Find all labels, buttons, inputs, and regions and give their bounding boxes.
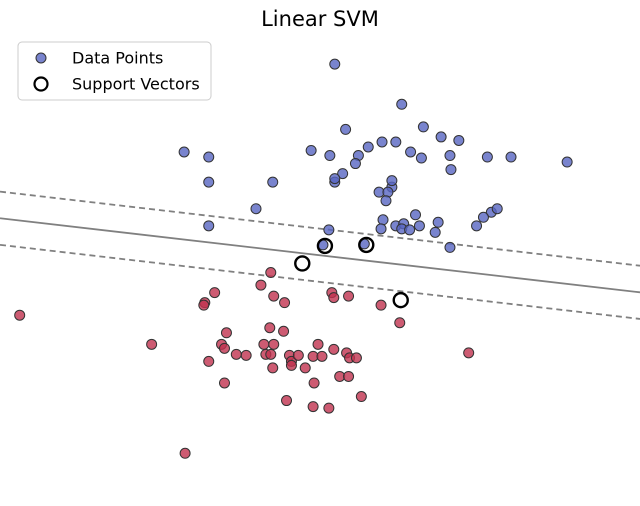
chart-title: Linear SVM: [261, 7, 379, 31]
decision-boundary-line: [0, 217, 640, 294]
point-class-a: [390, 136, 402, 148]
point-class-a: [340, 123, 352, 135]
point-class-b: [255, 279, 267, 291]
point-class-b: [279, 297, 291, 309]
point-class-b: [328, 343, 340, 355]
point-class-a: [178, 146, 190, 158]
point-class-a: [404, 224, 416, 236]
point-class-a: [386, 175, 398, 187]
point-class-a: [417, 121, 429, 133]
point-class-b: [281, 395, 293, 407]
point-class-b: [203, 355, 215, 367]
support-vector-ring: [316, 237, 334, 255]
point-class-b: [375, 299, 387, 311]
point-class-b: [14, 309, 26, 321]
support-vector-ring: [294, 255, 311, 272]
point-class-a: [376, 136, 388, 148]
point-class-b: [394, 317, 406, 329]
point-class-b: [220, 327, 232, 339]
point-class-b: [316, 350, 328, 362]
point-class-a: [505, 151, 517, 163]
point-class-a: [444, 241, 456, 253]
support-vector-ring: [358, 236, 375, 254]
point-class-b: [268, 290, 280, 302]
point-class-a: [362, 141, 374, 153]
point-class-a: [329, 58, 341, 70]
point-class-b: [258, 338, 270, 350]
point-class-b: [299, 362, 311, 374]
point-class-b: [307, 401, 319, 413]
point-class-a: [396, 98, 408, 110]
point-class-a: [377, 214, 389, 226]
point-class-a: [375, 223, 387, 235]
point-class-b: [265, 267, 277, 279]
point-class-a: [413, 220, 425, 232]
point-class-a: [250, 203, 262, 215]
point-class-b: [264, 322, 276, 334]
point-class-a: [491, 203, 503, 215]
point-class-a: [203, 176, 215, 188]
point-class-b: [218, 342, 230, 354]
point-class-a: [410, 209, 422, 221]
point-class-a: [432, 216, 444, 228]
point-class-a: [429, 226, 441, 238]
data-points: [14, 58, 573, 459]
point-class-a: [435, 131, 447, 143]
point-class-b: [285, 359, 297, 371]
point-class-b: [268, 338, 280, 350]
legend-data-points-label: Data Points: [72, 49, 163, 68]
point-class-b: [230, 348, 242, 360]
point-class-a: [471, 220, 483, 232]
point-class-a: [405, 146, 417, 158]
point-class-b: [179, 447, 191, 459]
support-vectors: [294, 236, 409, 309]
point-class-a: [203, 151, 215, 163]
support-vector-ring: [392, 291, 409, 309]
point-class-b: [265, 348, 277, 360]
legend-support-vectors-label: Support Vectors: [72, 75, 200, 94]
point-class-b: [463, 347, 475, 359]
point-class-a: [561, 156, 573, 168]
point-class-b: [209, 287, 221, 299]
legend-support-vectors-marker: [33, 76, 49, 92]
lower-margin-line: [0, 243, 640, 320]
point-class-b: [278, 325, 290, 337]
point-class-b: [146, 338, 158, 350]
legend-frame: [17, 41, 212, 101]
point-class-a: [267, 176, 279, 188]
point-class-a: [445, 164, 457, 176]
point-class-a: [324, 150, 336, 162]
point-class-b: [292, 349, 304, 361]
point-class-b: [343, 370, 355, 382]
point-class-b: [218, 377, 230, 389]
point-class-b: [308, 377, 320, 389]
point-class-a: [444, 150, 456, 162]
boundary-lines: [0, 190, 640, 320]
point-class-a: [203, 220, 215, 232]
point-class-b: [355, 391, 367, 403]
point-class-b: [328, 292, 340, 304]
point-class-b: [240, 349, 252, 361]
point-class-a: [481, 151, 493, 163]
point-class-a: [323, 224, 335, 236]
legend: Data Points Support Vectors: [17, 41, 212, 101]
point-class-a: [415, 152, 427, 164]
point-class-b: [350, 352, 362, 364]
upper-margin-line: [0, 190, 640, 267]
point-class-a: [349, 158, 361, 170]
point-class-a: [329, 173, 341, 185]
point-class-a: [477, 211, 489, 223]
point-class-b: [343, 290, 355, 302]
point-class-b: [312, 338, 324, 350]
legend-data-points-marker: [35, 52, 47, 64]
point-class-b: [267, 362, 279, 374]
point-class-b: [198, 299, 210, 311]
point-class-a: [305, 144, 317, 156]
point-class-a: [380, 195, 392, 207]
point-class-a: [337, 168, 349, 180]
point-class-b: [323, 402, 335, 414]
point-class-a: [453, 134, 465, 146]
